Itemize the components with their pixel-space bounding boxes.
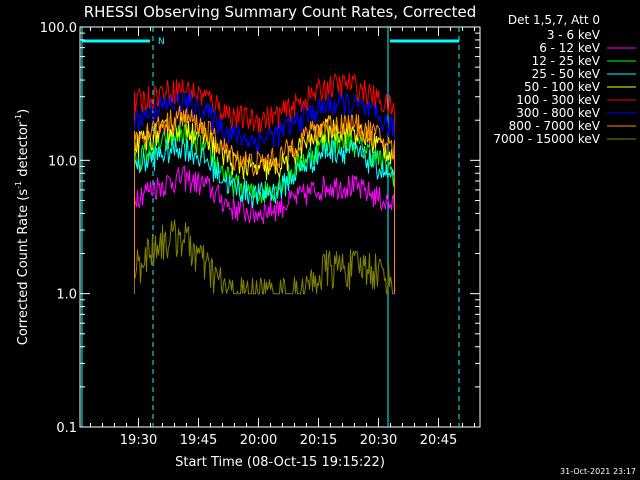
attenuator-marker-label: N [158,37,165,47]
series-line [134,113,395,294]
legend-entry-label: 25 - 50 keV [532,67,601,81]
series-layer [134,73,395,295]
y-tick-label: 0.1 [56,421,77,436]
x-tick-label: 19:45 [180,433,217,448]
x-tick-label: 20:30 [360,433,397,448]
x-tick-label: 20:15 [300,433,337,448]
orbit-markers: N [81,27,460,427]
legend-entry-label: 800 - 7000 keV [509,119,601,133]
y-tick-label: 10.0 [48,154,77,169]
x-tick-label: 20:45 [420,433,457,448]
legend-entry-label: 50 - 100 keV [524,80,601,94]
series-line [134,92,395,294]
series-line [134,105,395,294]
legend-entry-label: 3 - 6 keV [547,28,601,42]
x-axis: 19:30 19:45 20:00 20:15 20:30 20:45 [90,27,476,448]
y-tick-label: 1.0 [56,288,77,303]
series-line [134,219,395,295]
y-axis: 100.0 10.0 1.0 0.1 [40,21,480,436]
x-axis-label: Start Time (08-Oct-15 19:15:22) [175,455,385,470]
y-tick-label: 100.0 [40,21,77,36]
legend-entry-label: 7000 - 15000 keV [493,132,600,146]
legend-entry-label: 100 - 300 keV [516,93,600,107]
y-axis-label: Corrected Count Rate (s-1 detector-1) [14,109,31,345]
legend-entry-label: 6 - 12 keV [539,41,601,55]
series-line [134,137,395,294]
x-tick-label: 20:00 [240,433,277,448]
legend-entry-label: 12 - 25 keV [532,54,601,68]
legend-title: Det 1,5,7, Att 0 [508,13,600,27]
x-tick-label: 19:30 [120,433,157,448]
plot-frame [79,26,481,428]
footer-timestamp: 31-Oct-2021 23:17 [560,467,636,476]
series-line [134,165,395,294]
legend-entry-label: 300 - 800 keV [516,106,600,120]
chart-title: RHESSI Observing Summary Count Rates, Co… [84,3,477,21]
